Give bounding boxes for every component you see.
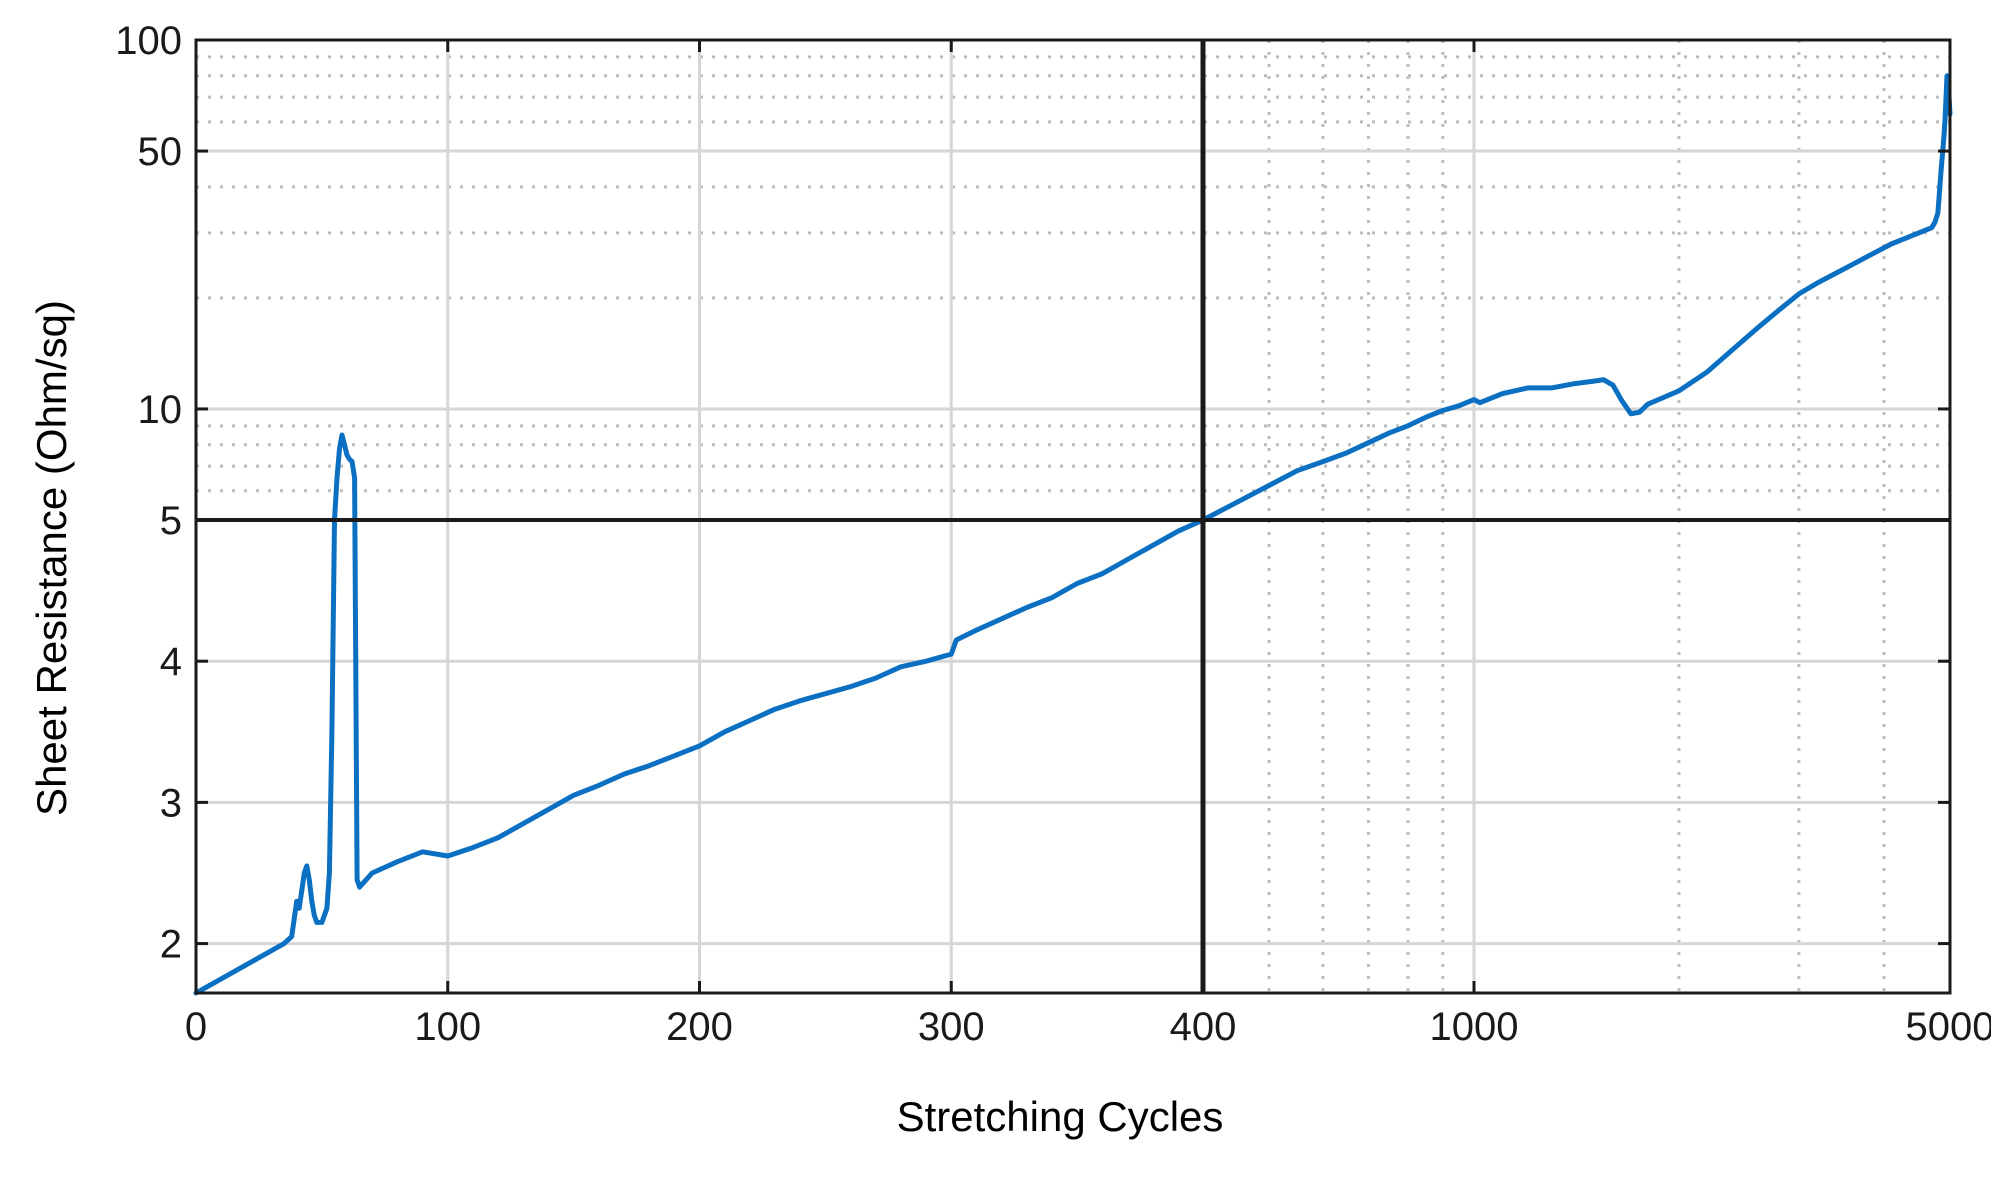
y-tick-label: 10 — [138, 388, 183, 432]
x-tick-label: 200 — [666, 1005, 733, 1049]
x-axis-title: Stretching Cycles — [897, 1093, 1224, 1140]
y-tick-label: 4 — [160, 640, 182, 684]
x-tick-label: 1000 — [1430, 1005, 1519, 1049]
plot-frame — [194, 38, 1952, 995]
x-tick-label: 300 — [918, 1005, 985, 1049]
x-tick-label: 0 — [185, 1005, 207, 1049]
y-tick-label: 2 — [160, 923, 182, 967]
x-tick-label: 400 — [1170, 1005, 1237, 1049]
data-line — [193, 73, 1953, 996]
grid — [196, 40, 1950, 993]
y-tick-label: 3 — [160, 781, 182, 825]
plot-area — [193, 73, 1953, 996]
y-axis-title: Sheet Resistance (Ohm/sq) — [28, 300, 75, 816]
y-tick-label: 50 — [138, 130, 183, 174]
plot-border — [194, 38, 1952, 995]
y-tick-label: 5 — [160, 499, 182, 543]
tick-labels: 0 100 200 300 400 1000 5000 2 3 4 5 10 50 100 — [115, 19, 1991, 1049]
y-tick-label: 100 — [115, 19, 182, 63]
x-tick-label: 5000 — [1906, 1005, 1991, 1049]
x-tick-label: 100 — [414, 1005, 481, 1049]
